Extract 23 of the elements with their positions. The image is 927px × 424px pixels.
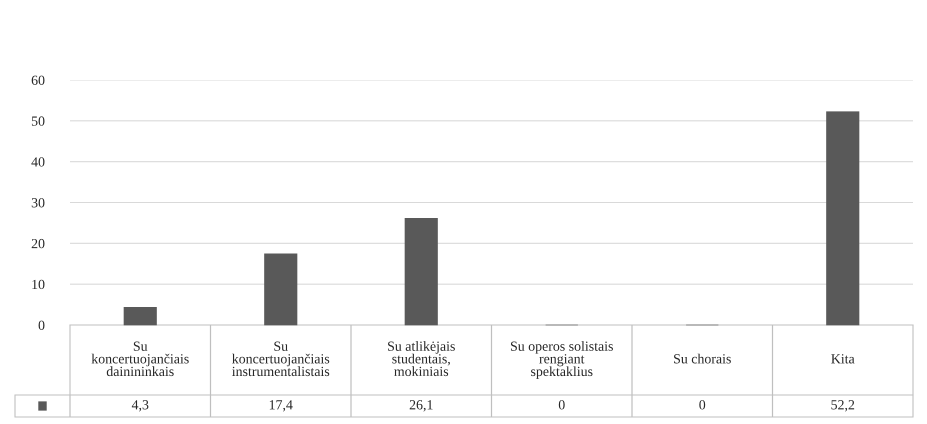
data-label: 26,1	[410, 400, 433, 412]
data-label: 17,4	[270, 400, 293, 412]
y-tick-label: 20	[32, 238, 44, 248]
x-tick-label: Kita	[831, 354, 855, 364]
x-tick-label: Su koncertuojančiais dainininkais	[92, 342, 189, 376]
y-tick-label: 40	[31, 157, 44, 167]
x-tick-label: Su koncertuojančiais instrumentalistais	[232, 342, 330, 376]
bar	[826, 111, 860, 326]
bar	[404, 218, 438, 326]
y-tick-label: 30	[32, 198, 44, 208]
bar	[124, 307, 157, 326]
data-label: 4,3	[132, 400, 148, 412]
y-tick-label: 60	[32, 76, 44, 85]
bar	[264, 254, 298, 326]
data-label: 52,2	[831, 400, 854, 412]
y-tick-label: 10	[32, 280, 44, 290]
x-tick-label: Su operos solistais rengiant spektaklius	[510, 341, 613, 379]
x-tick-label: Su chorais	[674, 354, 731, 364]
y-tick-label: 0	[38, 320, 44, 330]
data-label: 0	[558, 400, 565, 410]
x-tick-label: Su atlikėjais studentais, mokiniais	[388, 341, 455, 376]
data-label: 0	[699, 400, 706, 410]
y-tick-label: 50	[32, 116, 44, 126]
